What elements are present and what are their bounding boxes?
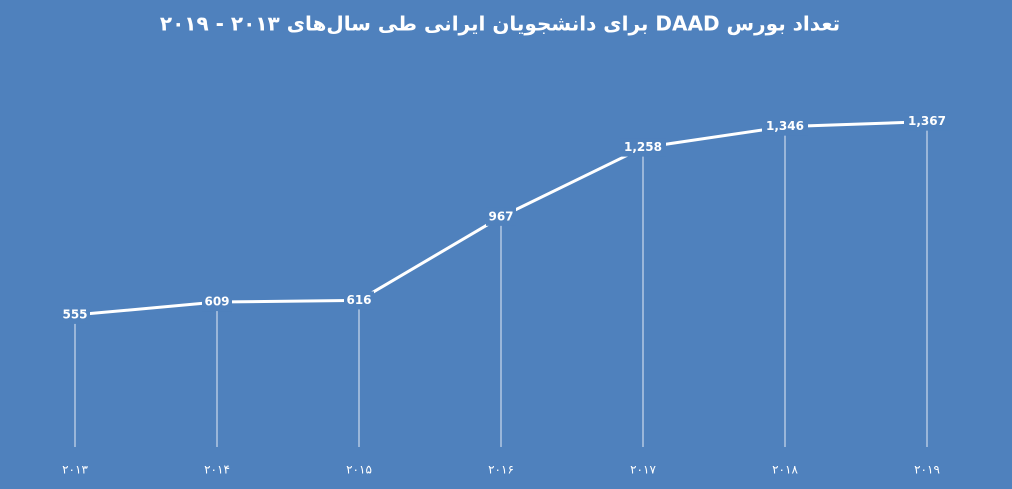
value-label: 1,346 [766,119,804,133]
x-tick-label: ۲۰۱۷ [630,463,656,477]
x-tick-label: ۲۰۱۸ [772,463,798,477]
value-label: 1,367 [908,114,946,128]
value-label: 1,258 [624,140,662,154]
value-label-bg [486,207,516,226]
value-label: 609 [204,295,229,309]
value-label-bg [344,291,374,310]
value-label-bg [762,117,808,136]
value-label-bg [60,305,90,324]
value-label: 616 [346,293,371,307]
value-label-bg [620,138,666,157]
value-label-bg [904,112,950,131]
value-label: 555 [62,307,87,321]
x-tick-label: ۲۰۱۳ [62,463,88,477]
value-label-bg [202,293,232,312]
x-tick-label: ۲۰۱۶ [488,463,514,477]
value-label: 967 [488,209,513,223]
x-tick-label: ۲۰۱۹ [914,463,940,477]
x-tick-label: ۲۰۱۵ [346,463,372,477]
x-tick-label: ۲۰۱۴ [204,463,230,477]
chart-title: تعداد بورس DAAD برای دانشجویان ایرانی طی… [160,12,840,36]
